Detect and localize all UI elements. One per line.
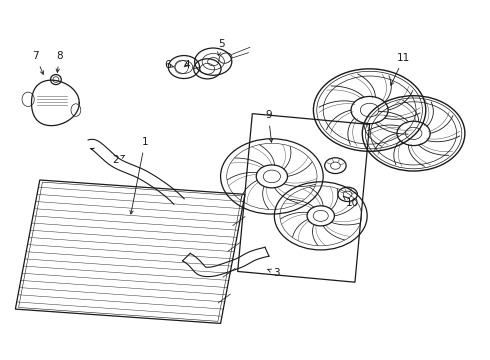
- Text: 4: 4: [183, 60, 190, 70]
- Text: 11: 11: [391, 53, 411, 85]
- Text: 7: 7: [32, 51, 44, 75]
- Text: 1: 1: [130, 138, 148, 214]
- Text: 5: 5: [218, 39, 225, 55]
- Text: 8: 8: [56, 51, 63, 72]
- Text: 6: 6: [165, 60, 174, 70]
- Text: 10: 10: [343, 197, 359, 208]
- Text: 2: 2: [112, 155, 124, 165]
- Text: 3: 3: [268, 268, 280, 278]
- Text: 9: 9: [265, 111, 273, 142]
